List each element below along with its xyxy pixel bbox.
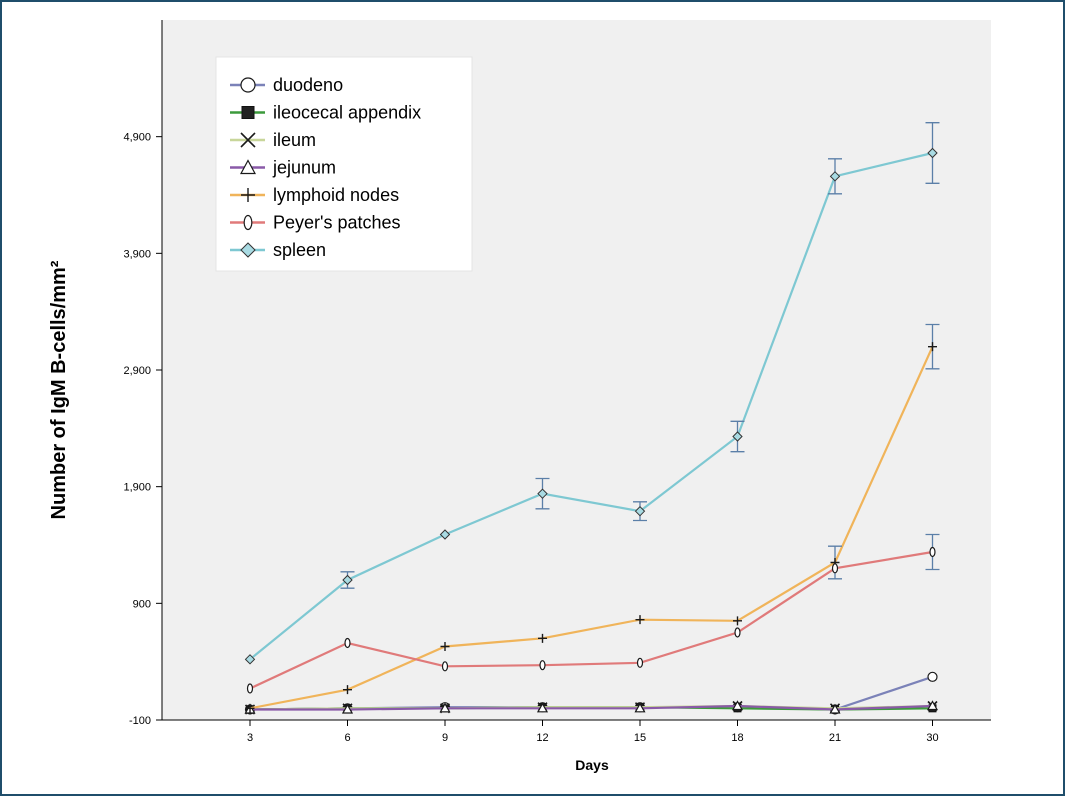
data-point xyxy=(636,657,644,668)
series-line-jejunum xyxy=(250,704,933,711)
data-point xyxy=(244,654,256,665)
data-point xyxy=(831,563,839,574)
y-tick-label: 900 xyxy=(133,598,151,610)
data-point xyxy=(342,574,353,586)
y-axis-ticks: -100 900 1,900 2,900 3,900 4,900 xyxy=(123,132,162,727)
data-point xyxy=(538,633,547,643)
legend-marker xyxy=(241,188,255,202)
data-point xyxy=(829,171,841,182)
y-tick-label: 1,900 xyxy=(123,482,151,494)
x-tick-label: 12 xyxy=(536,732,548,744)
series-line-lymphoid-nodes xyxy=(249,346,934,710)
data-point xyxy=(343,685,352,695)
data-point xyxy=(926,700,939,711)
data-point xyxy=(733,616,742,626)
legend-label: ileum xyxy=(273,130,316,150)
legend-marker xyxy=(240,132,256,148)
y-tick-label: 3,900 xyxy=(123,248,151,260)
series-spleen xyxy=(244,122,940,665)
y-tick-label: 4,900 xyxy=(123,132,151,144)
x-tick-label: 6 xyxy=(344,732,350,744)
legend-label: jejunum xyxy=(272,158,336,178)
legend-label: spleen xyxy=(273,240,326,260)
data-point xyxy=(635,615,645,625)
x-tick-label: 15 xyxy=(634,732,646,744)
legend-label: lymphoid nodes xyxy=(273,185,399,205)
legend-label: duodeno xyxy=(273,75,343,95)
legend: duodeno ileocecal appendix ileum jejunum lym… xyxy=(215,56,473,272)
data-point xyxy=(439,529,451,540)
legend-marker xyxy=(243,214,253,231)
data-point xyxy=(927,671,938,682)
data-point xyxy=(829,703,841,714)
data-point xyxy=(634,702,646,713)
data-point xyxy=(537,488,548,499)
series-layer xyxy=(244,122,940,715)
x-axis-label: Days xyxy=(575,757,609,773)
data-point xyxy=(929,546,936,558)
data-point xyxy=(928,342,937,352)
data-point xyxy=(440,642,450,651)
series-peyer-s-patches xyxy=(246,533,940,694)
legend-marker xyxy=(241,106,255,119)
data-point xyxy=(341,703,354,714)
series-lymphoid-nodes xyxy=(245,323,940,713)
legend-marker xyxy=(240,242,256,258)
legend-label: Peyer's patches xyxy=(273,213,401,233)
data-point xyxy=(734,627,741,638)
data-point xyxy=(634,505,646,517)
data-point xyxy=(246,683,254,694)
series-line-spleen xyxy=(249,151,933,661)
series-line-peyer-s-patches xyxy=(249,550,933,690)
data-point xyxy=(536,702,549,713)
data-point xyxy=(344,637,351,649)
legend-marker xyxy=(240,77,256,93)
x-axis-ticks: 3 6 9 12 15 18 21 30 xyxy=(247,720,939,744)
x-tick-label: 3 xyxy=(247,732,253,744)
data-point xyxy=(927,147,938,159)
x-tick-label: 21 xyxy=(829,732,841,744)
data-point xyxy=(732,431,743,442)
data-point xyxy=(731,700,744,711)
data-point xyxy=(441,661,449,672)
y-axis-label: Number of IgM B-cells/mm² xyxy=(48,260,70,519)
legend-marker xyxy=(239,159,257,175)
y-tick-label: -100 xyxy=(129,715,151,727)
data-point xyxy=(539,660,546,671)
data-point xyxy=(439,702,451,713)
x-tick-label: 9 xyxy=(442,732,448,744)
data-point xyxy=(245,703,255,713)
x-tick-label: 30 xyxy=(926,732,938,744)
y-tick-label: 2,900 xyxy=(123,365,151,377)
legend-box xyxy=(215,56,473,272)
x-tick-label: 18 xyxy=(731,732,743,744)
series-jejunum xyxy=(244,700,939,714)
legend-label: ileocecal appendix xyxy=(273,103,421,123)
